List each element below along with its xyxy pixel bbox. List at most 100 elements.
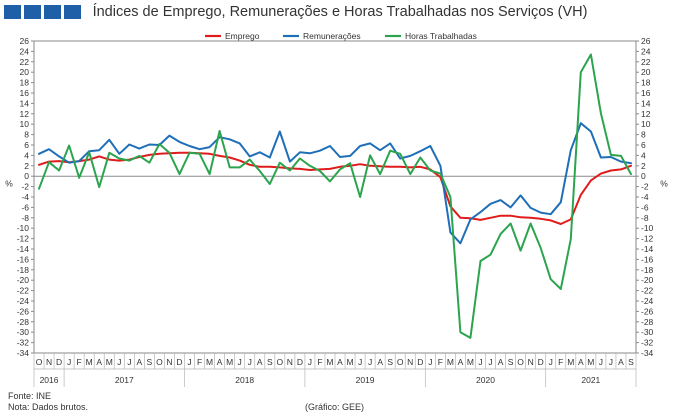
x-month-label: A xyxy=(578,357,584,367)
x-month-label: N xyxy=(46,357,52,367)
y-tick-label-right: 24 xyxy=(641,46,651,56)
y-tick-label-left: 4 xyxy=(24,150,29,160)
x-month-label: F xyxy=(317,357,322,367)
y-tick-label-left: 0 xyxy=(24,171,29,181)
y-tick-label-right: -18 xyxy=(641,265,654,275)
chart-title: Índices de Emprego, Remunerações e Horas… xyxy=(92,4,588,20)
y-tick-label-left: -26 xyxy=(17,306,30,316)
y-tick-label-right: 10 xyxy=(641,119,651,129)
x-month-label: J xyxy=(599,357,603,367)
x-month-label: A xyxy=(257,357,263,367)
x-month-label: J xyxy=(478,357,482,367)
x-month-label: A xyxy=(217,357,223,367)
x-month-label: M xyxy=(226,357,233,367)
y-tick-label-left: -30 xyxy=(17,327,30,337)
x-month-label: N xyxy=(287,357,293,367)
x-month-label: J xyxy=(308,357,312,367)
series-line-horas-trabalhadas xyxy=(38,53,632,339)
y-tick-label-right: 22 xyxy=(641,57,651,67)
y-tick-label-right: -2 xyxy=(641,182,649,192)
x-month-label: S xyxy=(147,357,153,367)
y-tick-label-right: -34 xyxy=(641,348,654,358)
y-tick-label-left: -4 xyxy=(21,192,29,202)
x-month-label: J xyxy=(488,357,492,367)
y-tick-label-left: -24 xyxy=(17,296,30,306)
y-tick-label-left: -34 xyxy=(17,348,30,358)
y-tick-label-right: -20 xyxy=(641,275,654,285)
x-month-label: S xyxy=(628,357,634,367)
source-note: Fonte: INE xyxy=(8,391,52,401)
x-month-label: O xyxy=(517,357,524,367)
y-tick-label-left: 6 xyxy=(24,140,29,150)
x-month-label: N xyxy=(166,357,172,367)
x-month-label: J xyxy=(428,357,432,367)
logo-block xyxy=(64,5,81,19)
x-month-label: J xyxy=(609,357,613,367)
x-month-label: M xyxy=(467,357,474,367)
y-tick-label-left: -10 xyxy=(17,223,30,233)
x-month-label: J xyxy=(238,357,242,367)
data-note: Nota: Dados brutos. xyxy=(8,402,89,412)
x-year-label: 2021 xyxy=(581,375,600,385)
x-month-label: A xyxy=(458,357,464,367)
logo-block xyxy=(24,5,41,19)
x-month-label: M xyxy=(347,357,354,367)
y-tick-label-right: -10 xyxy=(641,223,654,233)
y-tick-label-left: 2 xyxy=(24,161,29,171)
x-month-label: J xyxy=(67,357,71,367)
x-month-label: O xyxy=(156,357,163,367)
y-tick-label-left: -12 xyxy=(17,234,30,244)
y-tick-label-right: 14 xyxy=(641,98,651,108)
y-tick-label-left: 24 xyxy=(20,46,30,56)
x-month-label: J xyxy=(358,357,362,367)
y-tick-label-left: 16 xyxy=(20,88,30,98)
x-month-label: S xyxy=(508,357,514,367)
y-tick-label-left: -18 xyxy=(17,265,30,275)
x-month-label: M xyxy=(587,357,594,367)
legend-label: Remunerações xyxy=(303,31,361,41)
x-month-label: D xyxy=(538,357,544,367)
x-year-label: 2020 xyxy=(476,375,495,385)
x-month-label: M xyxy=(86,357,93,367)
y-tick-label-left: 20 xyxy=(20,67,30,77)
x-year-label: 2016 xyxy=(40,375,59,385)
x-month-label: D xyxy=(176,357,182,367)
x-month-label: F xyxy=(558,357,563,367)
y-tick-label-left: -16 xyxy=(17,254,30,264)
y-tick-label-right: -14 xyxy=(641,244,654,254)
logo-block xyxy=(4,5,21,19)
y-tick-label-right: 16 xyxy=(641,88,651,98)
legend-label: Horas Trabalhadas xyxy=(405,31,477,41)
x-month-label: S xyxy=(267,357,273,367)
y-tick-label-left: -6 xyxy=(21,202,29,212)
x-month-label: O xyxy=(36,357,43,367)
y-tick-label-right: 8 xyxy=(641,130,646,140)
y-tick-label-right: -32 xyxy=(641,338,654,348)
x-month-label: D xyxy=(297,357,303,367)
x-month-label: J xyxy=(127,357,131,367)
x-month-label: A xyxy=(498,357,504,367)
y-tick-label-right: -8 xyxy=(641,213,649,223)
y-tick-label-right: 6 xyxy=(641,140,646,150)
y-tick-label-right: -24 xyxy=(641,296,654,306)
x-month-label: F xyxy=(438,357,443,367)
x-month-label: J xyxy=(117,357,121,367)
chart-credit: (Gráfico: GEE) xyxy=(305,402,365,412)
y-tick-label-right: 2 xyxy=(641,161,646,171)
x-month-label: S xyxy=(387,357,393,367)
x-month-label: A xyxy=(337,357,343,367)
x-month-label: N xyxy=(528,357,534,367)
y-tick-label-right: -22 xyxy=(641,286,654,296)
x-year-label: 2017 xyxy=(115,375,134,385)
y-tick-label-left: -28 xyxy=(17,317,30,327)
x-month-label: M xyxy=(106,357,113,367)
x-month-label: J xyxy=(187,357,191,367)
y-tick-label-right: -12 xyxy=(641,234,654,244)
y-tick-label-left: 26 xyxy=(20,36,30,46)
y-tick-label-left: -8 xyxy=(21,213,29,223)
y-tick-label-left: 14 xyxy=(20,98,30,108)
y-tick-label-right: -6 xyxy=(641,202,649,212)
plot-frame xyxy=(33,40,637,354)
y-tick-label-right: 26 xyxy=(641,36,651,46)
